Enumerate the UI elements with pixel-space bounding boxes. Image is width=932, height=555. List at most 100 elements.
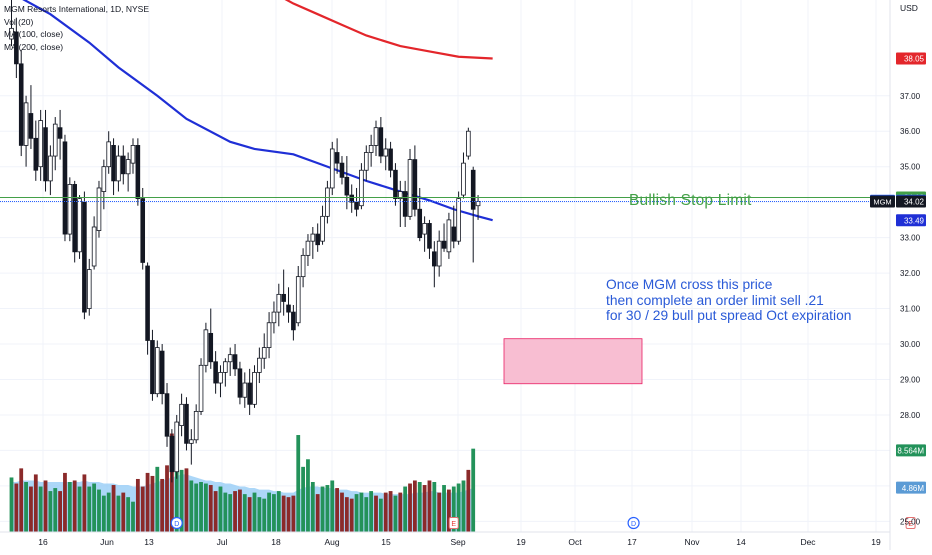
candle-up xyxy=(130,145,136,164)
candle-up xyxy=(257,357,262,373)
candle-up xyxy=(446,219,452,253)
candle-up xyxy=(223,361,228,373)
volume-bar xyxy=(432,482,437,532)
candle-up xyxy=(86,269,92,309)
volume-bar xyxy=(422,485,427,532)
volume-bar xyxy=(204,483,208,532)
candle-down xyxy=(111,145,116,182)
volume-bar xyxy=(145,472,150,532)
volume-bar xyxy=(199,482,203,532)
candle-up xyxy=(300,254,306,278)
x-tick-label: Nov xyxy=(684,537,700,547)
candle-down xyxy=(150,340,155,395)
candle-down xyxy=(354,201,359,210)
volume-bar xyxy=(9,477,14,532)
volume-bar xyxy=(58,491,62,532)
candle-down xyxy=(441,240,447,249)
candle-up xyxy=(310,233,316,242)
volume-bar xyxy=(33,474,38,532)
candle-up xyxy=(461,162,466,196)
volume-bar xyxy=(403,486,408,532)
volume-bar xyxy=(388,491,393,532)
candle-up xyxy=(266,322,272,348)
candle-down xyxy=(120,155,126,175)
volume-bar xyxy=(77,486,82,532)
x-tick-label: 18 xyxy=(271,537,281,547)
candle-up xyxy=(77,198,82,253)
candle-down xyxy=(402,191,408,217)
price-axis-label: 38.05 xyxy=(904,55,925,64)
candle-up xyxy=(368,145,374,153)
y-tick-label: 37.00 xyxy=(900,92,921,101)
x-tick-label: 14 xyxy=(736,537,746,547)
candle-up xyxy=(325,187,330,217)
price-axis-label: 8.564M xyxy=(897,447,924,456)
volume-bar xyxy=(218,486,223,532)
volume-bar xyxy=(92,483,97,532)
ma100-line xyxy=(22,0,493,222)
volume-bar xyxy=(116,495,121,532)
volume-bar xyxy=(301,466,305,532)
price-axis-label-bg xyxy=(896,444,926,457)
price-tag-bg xyxy=(870,195,895,208)
order-note-line: for 30 / 29 bull put spread Oct expirati… xyxy=(606,308,852,323)
volume-bar xyxy=(213,491,218,532)
candle-down xyxy=(315,233,320,246)
candle-up xyxy=(174,421,180,473)
volume-bar xyxy=(223,492,228,532)
volume-bar xyxy=(272,494,276,532)
volume-bar xyxy=(466,469,471,532)
candle-up xyxy=(329,148,335,189)
candle-down xyxy=(135,145,141,200)
volume-bar xyxy=(233,491,237,532)
candle-down xyxy=(412,159,418,210)
volume-bar xyxy=(340,492,344,532)
candle-up xyxy=(466,130,471,157)
chart-legend: MGM Resorts International, 1D, NYSE Vol … xyxy=(4,3,149,53)
x-tick-label: 19 xyxy=(871,537,881,547)
candle-up xyxy=(23,102,29,146)
candle-up xyxy=(475,201,481,207)
price-axis-label: 34.02 xyxy=(904,198,925,207)
volume-bar xyxy=(369,491,374,532)
x-tick-label: Aug xyxy=(324,537,339,547)
volume-bar xyxy=(131,501,135,532)
y-tick-label: 30.00 xyxy=(900,340,921,349)
candle-up xyxy=(227,354,233,363)
candle-up xyxy=(96,187,102,231)
candle-down xyxy=(470,169,476,210)
order-note: Once MGM cross this price then complete … xyxy=(606,277,851,324)
volume-bar xyxy=(378,498,383,532)
candle-up xyxy=(436,240,442,267)
volume-bar xyxy=(456,483,461,532)
x-tick-label: Jun xyxy=(100,537,114,547)
candle-up xyxy=(276,293,282,313)
candle-down xyxy=(339,162,345,178)
candle-up xyxy=(198,364,204,412)
candle-up xyxy=(106,141,112,168)
candle-up xyxy=(179,403,184,427)
volume-bar xyxy=(87,486,92,532)
candle-down xyxy=(334,152,340,164)
volume-bar xyxy=(121,492,126,532)
candle-down xyxy=(82,201,87,313)
volume-bar xyxy=(126,497,131,532)
order-note-line: then complete an order limit sell .21 xyxy=(606,292,824,308)
candle-up xyxy=(154,347,160,395)
x-tick-label: 16 xyxy=(38,537,48,547)
dividend-icon xyxy=(627,516,640,530)
volume-bar xyxy=(72,480,77,532)
volume-bar xyxy=(344,497,349,532)
volume-bar xyxy=(310,482,315,532)
volume-bar xyxy=(101,495,106,532)
candle-up xyxy=(91,226,97,267)
candle-up xyxy=(407,159,413,217)
price-axis-label: 4.86M xyxy=(902,484,925,493)
x-tick-label: 19 xyxy=(516,537,526,547)
volume-bar xyxy=(155,466,160,532)
candle-down xyxy=(72,184,77,253)
candle-down xyxy=(393,169,398,200)
volume-bar xyxy=(451,486,456,532)
